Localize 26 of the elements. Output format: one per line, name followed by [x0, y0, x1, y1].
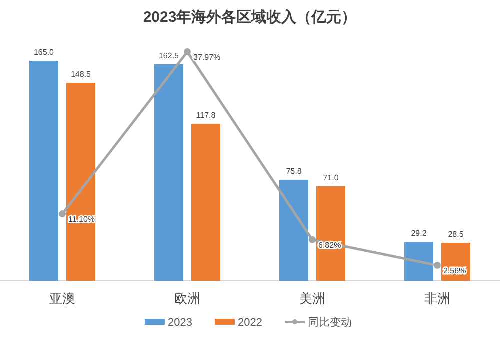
legend-label: 2022 — [238, 317, 262, 329]
data-label: 165.0 — [34, 48, 55, 57]
x-tick-label: 美洲 — [300, 291, 326, 306]
bar — [30, 61, 58, 281]
legend-label: 同比变动 — [308, 316, 352, 329]
bar — [66, 83, 96, 281]
data-label: 71.0 — [323, 173, 340, 182]
data-label: 28.5 — [448, 230, 464, 239]
x-tick-label: 非洲 — [424, 291, 450, 306]
bar — [280, 180, 308, 281]
x-tick-label: 亚澳 — [50, 291, 76, 306]
bar — [404, 242, 434, 281]
data-label: 2.56% — [444, 266, 466, 276]
data-label: 11.10% — [68, 215, 96, 224]
data-label: 29.2 — [411, 229, 428, 238]
data-label: 117.8 — [196, 110, 216, 120]
bar — [316, 186, 346, 281]
data-label: 148.5 — [70, 70, 92, 79]
legend-label: 2023 — [168, 317, 192, 329]
bar — [192, 124, 220, 281]
data-label: 37.97% — [194, 53, 221, 62]
data-label: 162.5 — [158, 51, 180, 60]
data-label: 75.8 — [286, 166, 302, 176]
x-tick-label: 欧洲 — [174, 291, 200, 306]
bar — [154, 64, 184, 281]
chart-title: 2023年海外各区域收入（亿元） — [143, 9, 357, 26]
